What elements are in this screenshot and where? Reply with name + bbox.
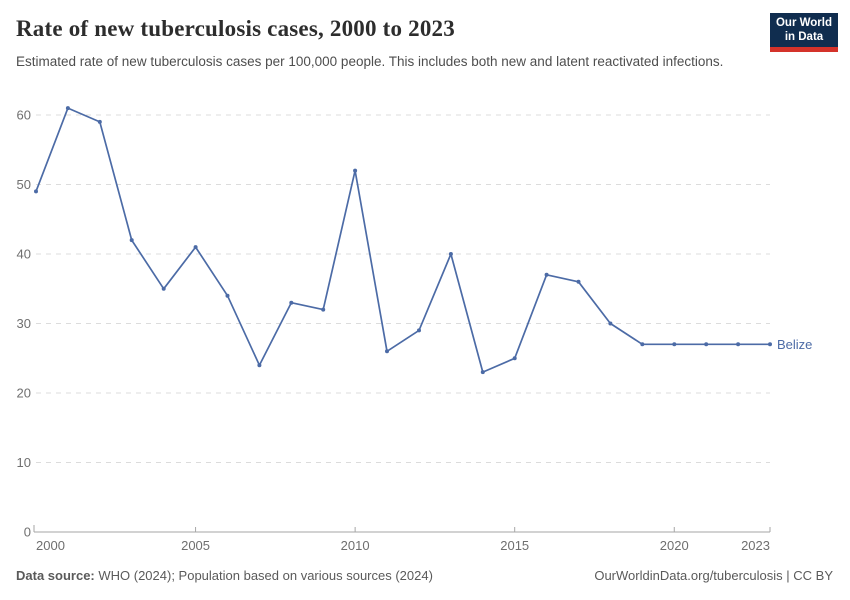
data-point xyxy=(704,342,709,347)
y-axis-tick-label: 20 xyxy=(17,386,31,401)
data-point xyxy=(512,356,517,361)
chart-subtitle: Estimated rate of new tuberculosis cases… xyxy=(16,54,724,69)
x-axis-tick-label: 2000 xyxy=(36,538,65,553)
data-point xyxy=(65,106,70,111)
data-point xyxy=(672,342,677,347)
owid-logo: Our World in Data xyxy=(770,13,838,52)
y-axis-tick-label: 10 xyxy=(17,455,31,470)
x-axis-tick-label: 2023 xyxy=(741,538,770,553)
y-axis-tick-label: 60 xyxy=(17,108,31,123)
y-axis-tick-label: 40 xyxy=(17,247,31,262)
data-point xyxy=(257,363,262,368)
data-point xyxy=(321,307,326,312)
data-point xyxy=(129,238,134,243)
page-title: Rate of new tuberculosis cases, 2000 to … xyxy=(16,16,455,41)
data-point xyxy=(34,189,38,194)
chart-svg: 0 10 20 30 40 50 60 2000 2005 2010 2015 2020 2023 Bel… xyxy=(17,106,812,553)
data-point xyxy=(480,370,485,375)
y-axis-tick-label: 50 xyxy=(17,177,31,192)
data-point xyxy=(289,300,294,305)
data-point xyxy=(225,293,230,298)
credit-link[interactable]: OurWorldinData.org/tuberculosis | CC BY xyxy=(594,568,833,583)
y-axis-tick-label: 30 xyxy=(17,316,31,331)
data-source-note: Data source: WHO (2024); Population base… xyxy=(16,568,433,583)
data-point xyxy=(576,279,581,284)
data-point xyxy=(608,321,613,326)
data-point xyxy=(385,349,389,354)
data-point xyxy=(768,342,772,347)
data-point xyxy=(353,168,358,173)
data-source-label: Data source: xyxy=(16,568,95,583)
data-point xyxy=(417,328,421,333)
data-point xyxy=(640,342,645,347)
x-axis-tick-label: 2020 xyxy=(660,538,689,553)
data-point xyxy=(193,245,198,250)
x-axis-tick-label: 2005 xyxy=(181,538,210,553)
data-point xyxy=(448,252,453,256)
x-axis-tick-label: 2010 xyxy=(341,538,370,553)
data-point xyxy=(736,342,741,347)
chart-footer: Data source: WHO (2024); Population base… xyxy=(16,568,833,583)
owid-logo-line2: in Data xyxy=(784,31,824,43)
data-point xyxy=(544,272,549,277)
entity-label: Belize xyxy=(777,337,812,352)
series-line xyxy=(35,107,771,373)
y-axis-tick-label: 0 xyxy=(24,525,31,540)
data-source-value: WHO (2024); Population based on various … xyxy=(94,568,433,583)
data-point xyxy=(161,286,166,291)
owid-logo-line1: Our World xyxy=(775,17,832,29)
data-point xyxy=(97,119,102,124)
x-axis-tick-label: 2015 xyxy=(500,538,529,553)
